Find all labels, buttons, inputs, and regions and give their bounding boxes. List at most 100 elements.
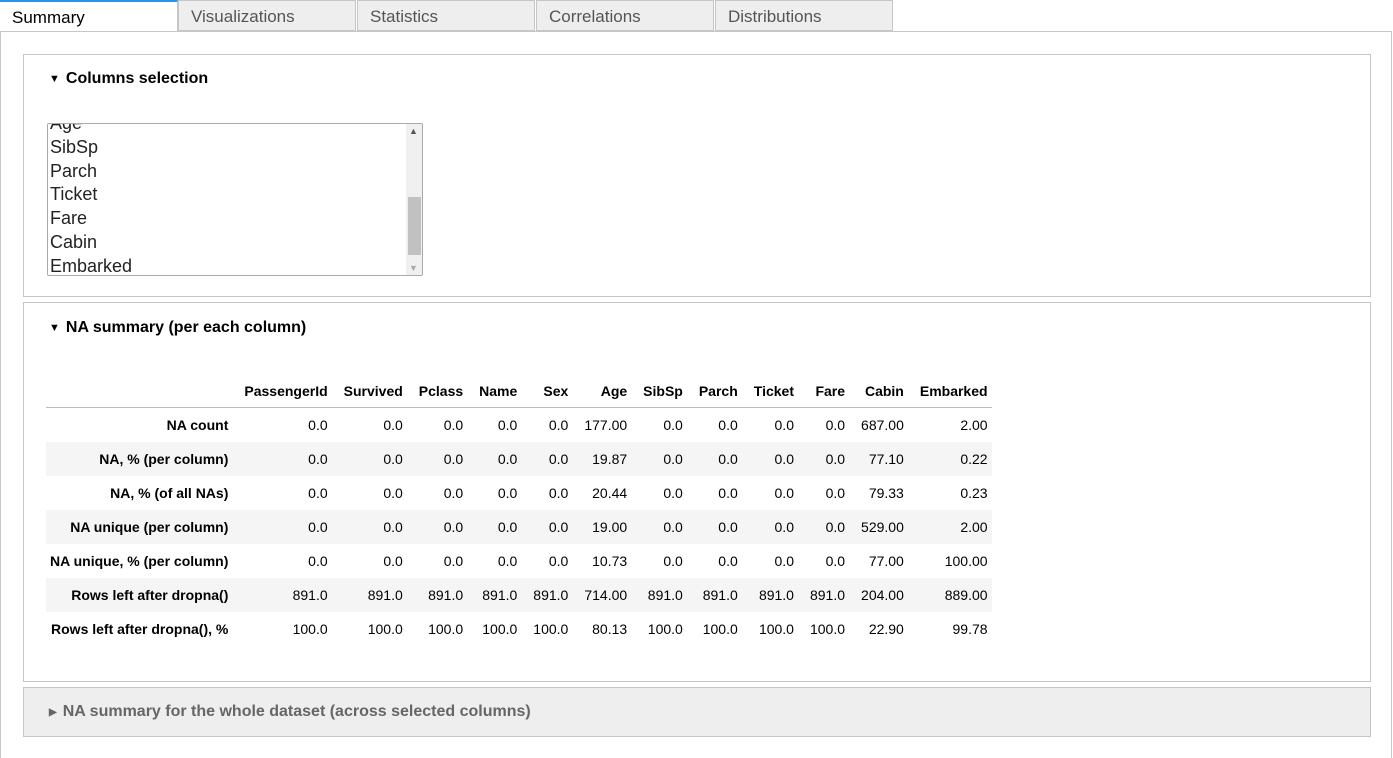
- column-header: Age: [600, 383, 628, 399]
- table-cell: 0.0: [308, 519, 328, 535]
- column-option[interactable]: Age: [50, 123, 83, 133]
- table-cell: 0.0: [497, 519, 518, 535]
- table-cell: 0.0: [497, 451, 518, 467]
- table-cell: 0.0: [443, 553, 464, 569]
- table-cell: 0.23: [960, 485, 988, 501]
- table-cell: 2.00: [960, 417, 988, 433]
- table-cell: 2.00: [960, 519, 988, 535]
- scrollbar-thumb[interactable]: [408, 197, 421, 255]
- row-label: NA unique, % (per column): [50, 553, 229, 569]
- table-cell: 19.87: [592, 451, 628, 467]
- table-cell: 100.0: [482, 621, 518, 637]
- table-cell: 100.0: [533, 621, 569, 637]
- table-cell: 204.00: [861, 587, 904, 603]
- table-row: NA, % (per column) 0.0 0.0 0.0 0.0 0.0 19.87 0.…: [46, 442, 992, 476]
- table-row: NA, % (of all NAs) 0.0 0.0 0.0 0.0 0.0 20.44 0.…: [46, 476, 992, 510]
- table-cell: 77.10: [868, 451, 904, 467]
- listbox-scrollbar[interactable]: ▲ ▼: [406, 124, 422, 275]
- columns-listbox[interactable]: Age SibSp Parch Ticket Fare Cabin Embarked ▲ ▼: [47, 123, 423, 276]
- table-cell: 0.0: [548, 417, 569, 433]
- table-cell: 0.0: [825, 519, 846, 535]
- column-option[interactable]: SibSp: [50, 136, 99, 157]
- whole-dataset-panel[interactable]: ▶ NA summary for the whole dataset (acro…: [23, 687, 1371, 737]
- table-cell: 10.73: [592, 553, 628, 569]
- table-cell: 0.0: [718, 485, 738, 501]
- table-row: Rows left after dropna() 891.0 891.0 891.0 8…: [46, 578, 992, 612]
- column-option[interactable]: Ticket: [50, 184, 98, 205]
- table-cell: 0.0: [443, 417, 464, 433]
- tab-visualizations[interactable]: Visualizations: [178, 0, 356, 31]
- table-cell: 0.0: [497, 417, 518, 433]
- column-header: Parch: [698, 383, 738, 399]
- tab-distributions[interactable]: Distributions: [715, 0, 893, 31]
- table-cell: 891.0: [647, 587, 683, 603]
- table-cell: 0.0: [548, 519, 569, 535]
- tab-statistics[interactable]: Statistics: [357, 0, 535, 31]
- table-cell: 0.0: [718, 451, 738, 467]
- table-cell: 0.0: [663, 417, 683, 433]
- table-cell: 0.0: [383, 553, 403, 569]
- tab-correlations[interactable]: Correlations: [536, 0, 714, 31]
- table-cell: 891.0: [482, 587, 518, 603]
- table-cell: 100.00: [944, 553, 988, 569]
- whole-dataset-header[interactable]: ▶ NA summary for the whole dataset (acro…: [49, 703, 531, 721]
- table-cell: 891.0: [367, 587, 403, 603]
- columns-selection-title: Columns selection: [65, 70, 209, 87]
- column-header: Sex: [543, 383, 569, 399]
- table-cell: 0.0: [497, 485, 518, 501]
- table-cell: 0.0: [663, 451, 683, 467]
- table-cell: 19.00: [592, 519, 628, 535]
- table-cell: 80.13: [592, 621, 628, 637]
- table-cell: 0.0: [663, 519, 683, 535]
- column-option[interactable]: Embarked: [50, 255, 133, 276]
- caret-right-icon: ▶: [49, 706, 57, 718]
- table-cell: 0.0: [774, 519, 794, 535]
- table-cell: 100.0: [702, 621, 738, 637]
- table-cell: 0.0: [548, 451, 569, 467]
- table-cell: 22.90: [868, 621, 904, 637]
- column-header: Name: [479, 383, 518, 399]
- na-summary-table: PassengerId Survived Pclass Name Sex Age SibSp…: [46, 375, 992, 646]
- table-cell: 79.33: [868, 485, 904, 501]
- caret-down-icon: ▼: [49, 73, 60, 85]
- table-cell: 0.0: [443, 451, 464, 467]
- column-option[interactable]: Fare: [50, 208, 88, 229]
- table-cell: 0.0: [497, 553, 518, 569]
- table-cell: 0.0: [548, 485, 569, 501]
- table-cell: 0.0: [383, 417, 403, 433]
- table-cell: 0.0: [774, 553, 794, 569]
- table-cell: 0.22: [960, 451, 988, 467]
- na-summary-header[interactable]: ▼ NA summary (per each column): [49, 319, 306, 337]
- table-cell: 0.0: [825, 553, 846, 569]
- table-cell: 891.0: [428, 587, 464, 603]
- table-cell: 100.0: [367, 621, 403, 637]
- table-cell: 20.44: [592, 485, 628, 501]
- table-cell: 891.0: [758, 587, 794, 603]
- table-cell: 0.0: [825, 417, 846, 433]
- row-label: NA count: [166, 417, 229, 433]
- scroll-down-icon[interactable]: ▼: [409, 263, 418, 273]
- column-header: Fare: [815, 383, 846, 399]
- column-option[interactable]: Cabin: [50, 231, 98, 252]
- columns-selection-header[interactable]: ▼ Columns selection: [49, 70, 208, 88]
- whole-dataset-title: NA summary for the whole dataset (across…: [62, 703, 531, 720]
- table-cell: 0.0: [308, 417, 328, 433]
- table-cell: 77.00: [868, 553, 904, 569]
- table-cell: 687.00: [861, 417, 904, 433]
- column-header: PassengerId: [244, 383, 328, 399]
- column-header: Cabin: [864, 383, 904, 399]
- table-cell: 0.0: [443, 485, 464, 501]
- table-cell: 0.0: [308, 553, 328, 569]
- table-cell: 100.0: [647, 621, 683, 637]
- column-option[interactable]: Parch: [50, 160, 98, 181]
- table-cell: 0.0: [548, 553, 569, 569]
- column-header: Ticket: [753, 383, 794, 399]
- table-cell: 891.0: [292, 587, 328, 603]
- tab-summary[interactable]: Summary: [0, 0, 178, 32]
- table-cell: 177.00: [584, 417, 628, 433]
- table-cell: 0.0: [663, 485, 683, 501]
- table-cell: 0.0: [774, 485, 794, 501]
- scroll-up-icon[interactable]: ▲: [409, 126, 418, 136]
- na-summary-title: NA summary (per each column): [65, 319, 307, 336]
- columns-selection-panel: ▼ Columns selection Age SibSp Parch Ticket F…: [23, 54, 1371, 297]
